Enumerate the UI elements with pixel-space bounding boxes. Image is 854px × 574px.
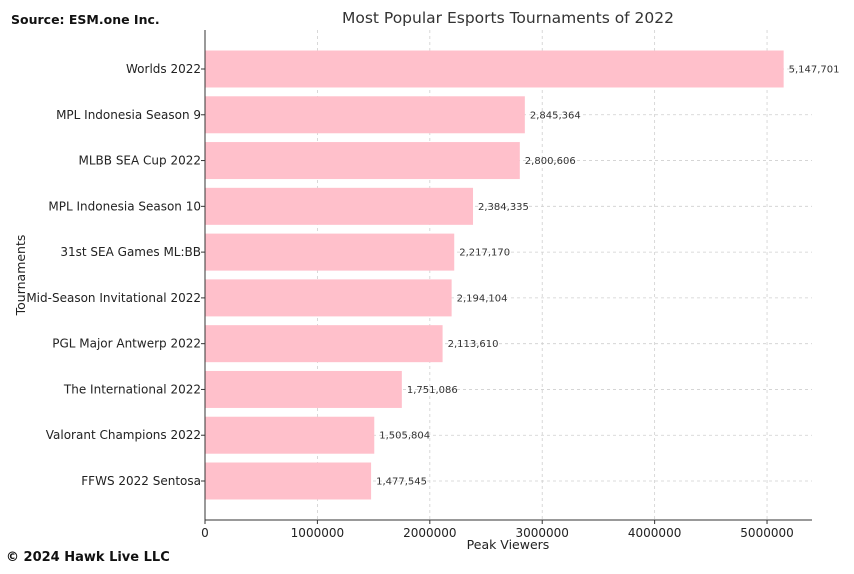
category-label: MLBB SEA Cup 2022	[79, 154, 202, 168]
bar	[205, 416, 375, 454]
data-label: 2,845,364	[530, 110, 581, 121]
bar	[205, 462, 372, 500]
bar	[205, 325, 443, 363]
bar	[205, 370, 402, 408]
bar	[205, 279, 452, 317]
category-label: PGL Major Antwerp 2022	[52, 337, 201, 351]
bar	[205, 96, 525, 134]
data-label: 1,751,086	[407, 385, 458, 396]
category-label: Valorant Champions 2022	[46, 428, 201, 442]
bar	[205, 142, 520, 180]
value-labels: 5,147,701 2,845,364 2,800,606 2,384,335 2,21…	[376, 65, 839, 488]
source-note: Source: ESM.one Inc.	[11, 12, 160, 27]
category-label: MPL Indonesia Season 9	[56, 108, 201, 122]
x-tick-label: 2000000	[403, 526, 456, 540]
category-label: 31st SEA Games ML:BB	[60, 245, 201, 259]
x-tick-label: 5000000	[740, 526, 793, 540]
category-label: Mid-Season Invitational 2022	[26, 291, 201, 305]
bars	[205, 50, 784, 500]
x-axis-ticks: 0 1000000 2000000 3000000 4000000 5000000	[201, 520, 794, 540]
data-label: 2,800,606	[525, 156, 576, 167]
category-label: MPL Indonesia Season 10	[48, 199, 201, 213]
bar	[205, 187, 474, 225]
category-label: FFWS 2022 Sentosa	[81, 474, 201, 488]
x-tick-label: 1000000	[291, 526, 344, 540]
x-tick-label: 3000000	[515, 526, 568, 540]
data-label: 2,384,335	[478, 202, 529, 213]
category-label: Worlds 2022	[126, 62, 201, 76]
y-axis-title: Tournaments	[13, 235, 28, 317]
category-label: The International 2022	[63, 382, 201, 396]
bar	[205, 233, 455, 271]
category-labels: Worlds 2022 MPL Indonesia Season 9 MLBB SE…	[26, 62, 205, 488]
copyright-note: © 2024 Hawk Live LLC	[6, 550, 170, 565]
chart-title: Most Popular Esports Tournaments of 2022	[342, 9, 674, 27]
data-label: 1,477,545	[376, 477, 427, 488]
data-label: 5,147,701	[789, 65, 840, 76]
data-label: 2,113,610	[448, 339, 499, 350]
data-label: 2,194,104	[457, 293, 508, 304]
data-label: 2,217,170	[459, 248, 510, 259]
x-tick-label: 0	[201, 526, 209, 540]
x-tick-label: 4000000	[628, 526, 681, 540]
bar	[205, 50, 784, 88]
data-label: 1,505,804	[379, 431, 430, 442]
x-axis-title: Peak Viewers	[467, 537, 550, 552]
